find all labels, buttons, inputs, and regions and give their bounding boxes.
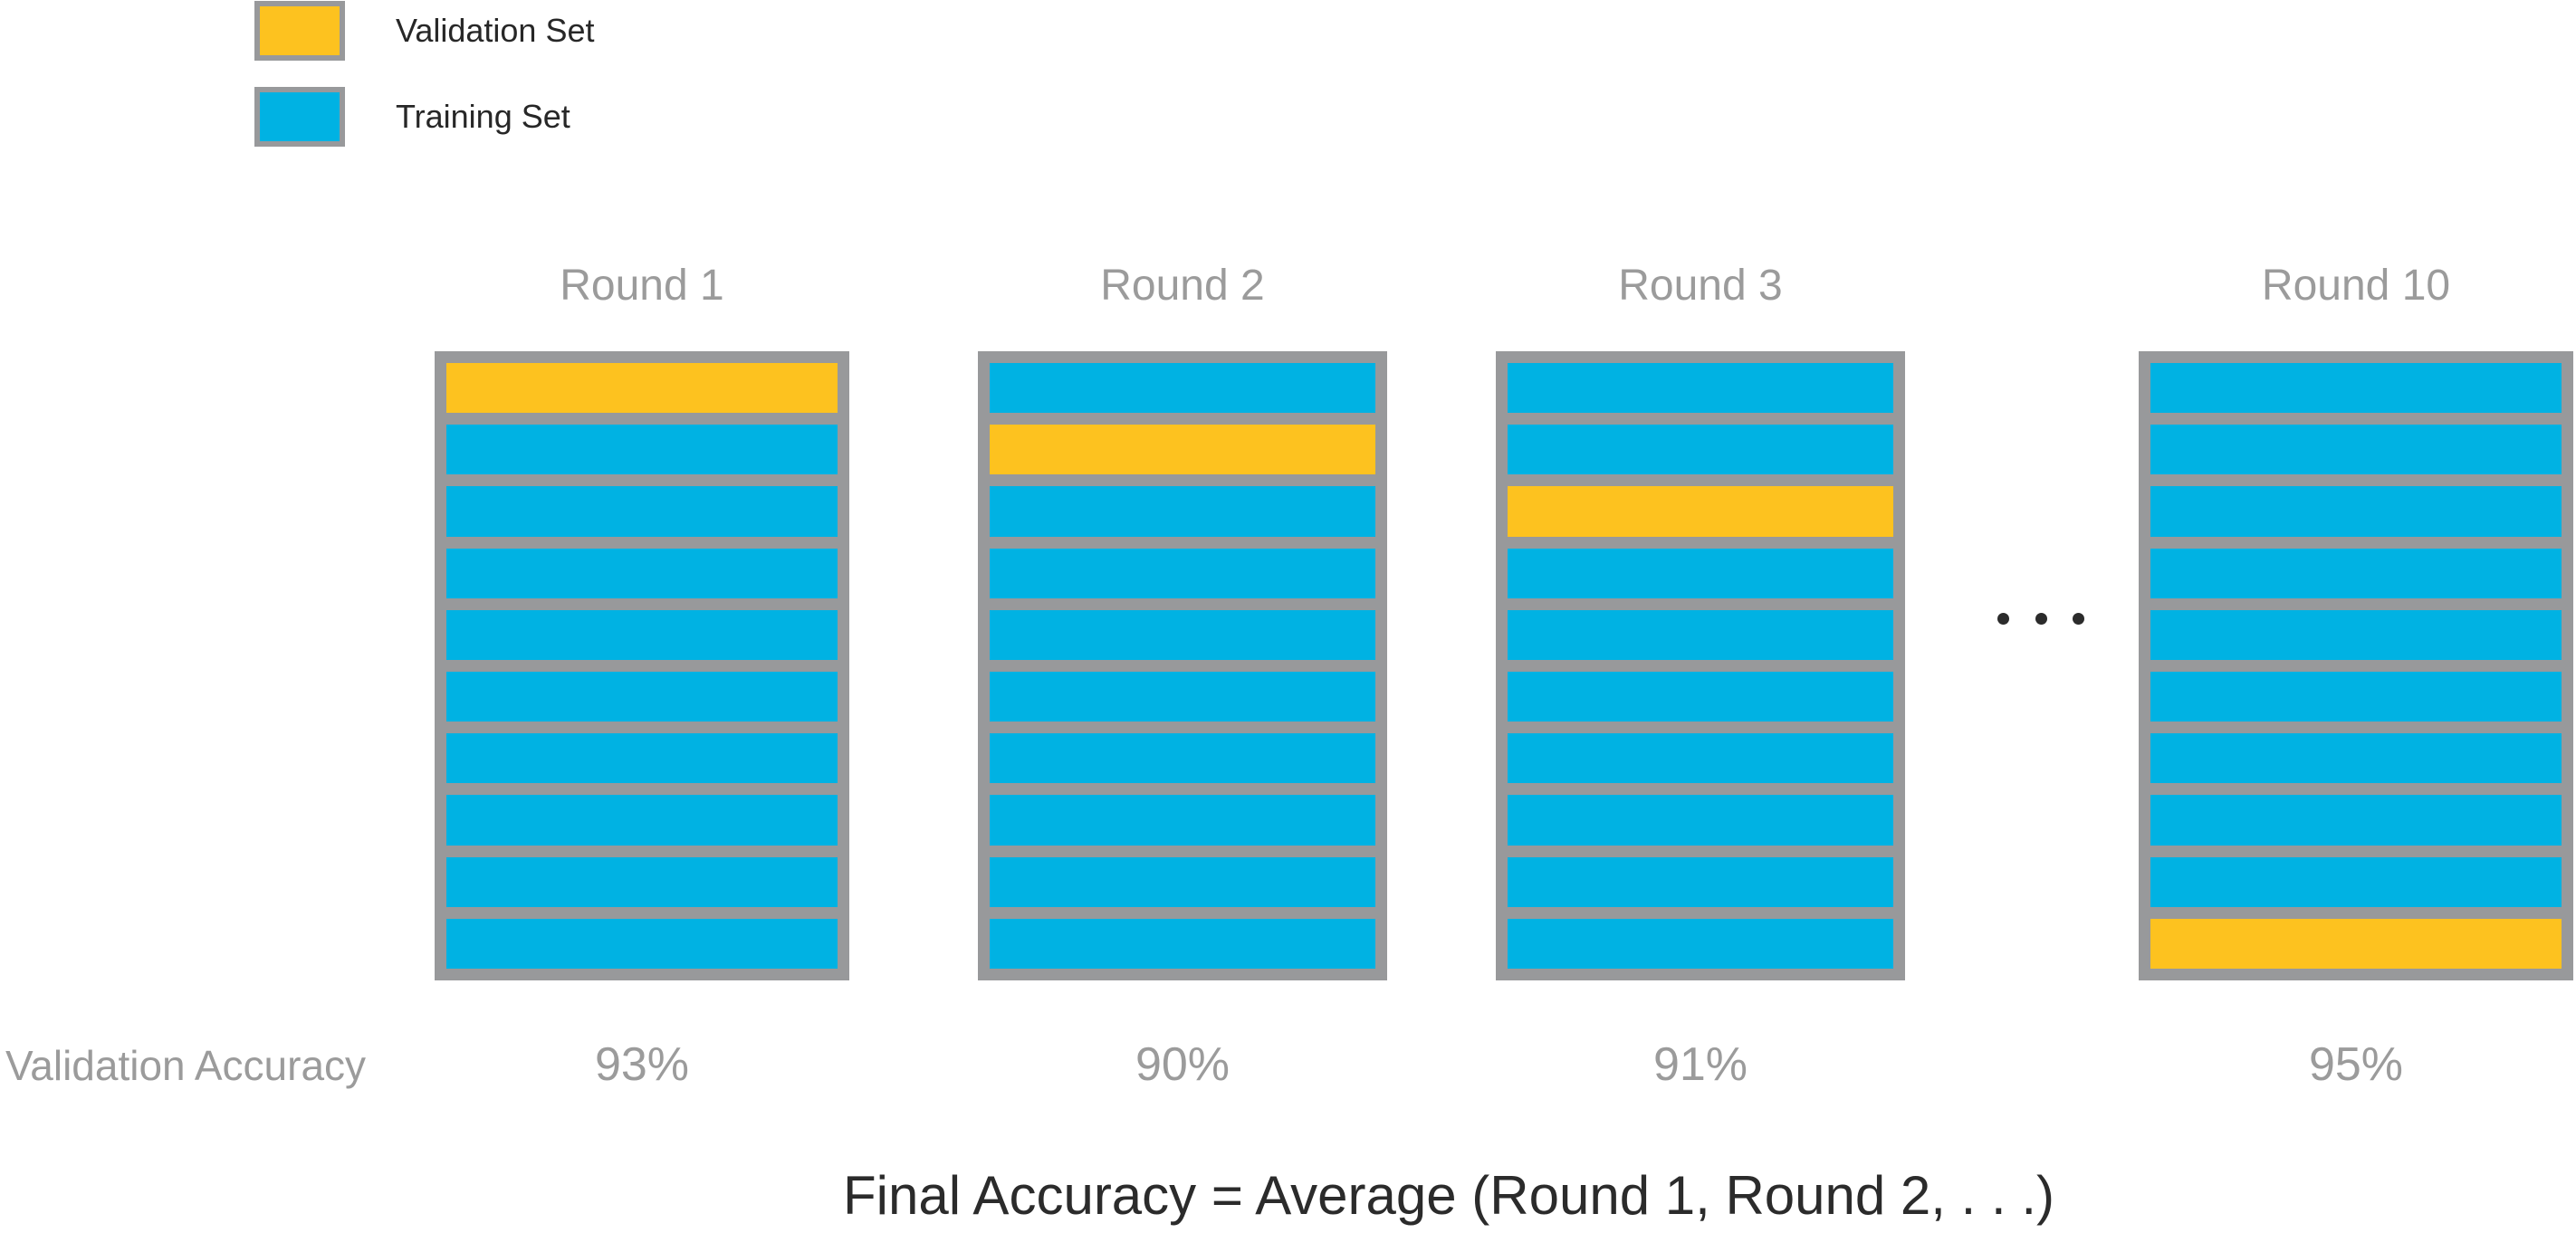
legend-item-training: Training Set — [254, 87, 594, 147]
training-fold — [1508, 795, 1893, 846]
training-fold — [2150, 733, 2562, 784]
training-fold — [446, 733, 838, 784]
round-3-fold-column — [1496, 351, 1905, 980]
training-fold — [1508, 733, 1893, 784]
training-fold — [1508, 918, 1893, 970]
training-set-swatch — [254, 87, 345, 147]
training-fold — [2150, 363, 2562, 414]
training-fold — [446, 425, 838, 475]
training-fold — [990, 733, 1375, 784]
training-fold — [446, 548, 838, 598]
ellipsis-dot — [2035, 613, 2047, 625]
validation-accuracy-label: Validation Accuracy — [5, 1042, 367, 1089]
validation-fold — [1508, 486, 1893, 537]
training-fold — [2150, 795, 2562, 846]
training-fold — [446, 486, 838, 537]
legend-label-validation: Validation Set — [396, 12, 595, 49]
round-2-accuracy: 90% — [1135, 1038, 1231, 1091]
round-2-fold-column — [978, 351, 1387, 980]
training-fold — [1508, 672, 1893, 722]
ellipsis-dot — [1997, 613, 2009, 625]
training-fold — [2150, 425, 2562, 475]
validation-fold — [990, 425, 1375, 475]
training-fold — [990, 918, 1375, 970]
final-accuracy-formula: Final Accuracy = Average (Round 1, Round… — [843, 1165, 2054, 1226]
training-fold — [2150, 672, 2562, 722]
validation-fold — [2150, 918, 2562, 970]
round-10-title: Round 10 — [2261, 262, 2451, 310]
legend-label-training: Training Set — [396, 98, 570, 135]
training-fold — [2150, 548, 2562, 598]
round-10-fold-stack — [2150, 363, 2562, 970]
round-1-fold-stack — [446, 363, 838, 970]
round-10-accuracy: 95% — [2308, 1038, 2404, 1091]
training-fold — [446, 795, 838, 846]
training-fold — [446, 918, 838, 970]
training-fold — [446, 856, 838, 907]
training-fold — [1508, 363, 1893, 414]
round-3-accuracy: 91% — [1652, 1038, 1748, 1091]
round-3-title: Round 3 — [1618, 262, 1783, 310]
round-1-title: Round 1 — [560, 262, 724, 310]
round-2-fold-stack — [990, 363, 1375, 970]
legend: Validation Set Training Set — [254, 1, 594, 173]
round-3-fold-stack — [1508, 363, 1893, 970]
training-fold — [990, 672, 1375, 722]
round-2-title: Round 2 — [1100, 262, 1265, 310]
training-fold — [2150, 856, 2562, 907]
round-1-fold-column — [435, 351, 849, 980]
round-10-fold-column — [2139, 351, 2573, 980]
training-fold — [2150, 609, 2562, 661]
training-fold — [990, 363, 1375, 414]
validation-fold — [446, 363, 838, 414]
validation-set-swatch — [254, 1, 345, 61]
training-fold — [990, 856, 1375, 907]
training-fold — [990, 795, 1375, 846]
training-fold — [446, 609, 838, 661]
training-fold — [446, 672, 838, 722]
training-fold — [1508, 609, 1893, 661]
rounds-ellipsis-icon — [1997, 613, 2084, 625]
training-fold — [1508, 548, 1893, 598]
training-fold — [1508, 425, 1893, 475]
training-fold — [990, 548, 1375, 598]
ellipsis-dot — [2073, 613, 2084, 625]
training-fold — [990, 486, 1375, 537]
round-1-accuracy: 93% — [594, 1038, 690, 1091]
training-fold — [1508, 856, 1893, 907]
training-fold — [2150, 486, 2562, 537]
training-fold — [990, 609, 1375, 661]
legend-item-validation: Validation Set — [254, 1, 594, 61]
